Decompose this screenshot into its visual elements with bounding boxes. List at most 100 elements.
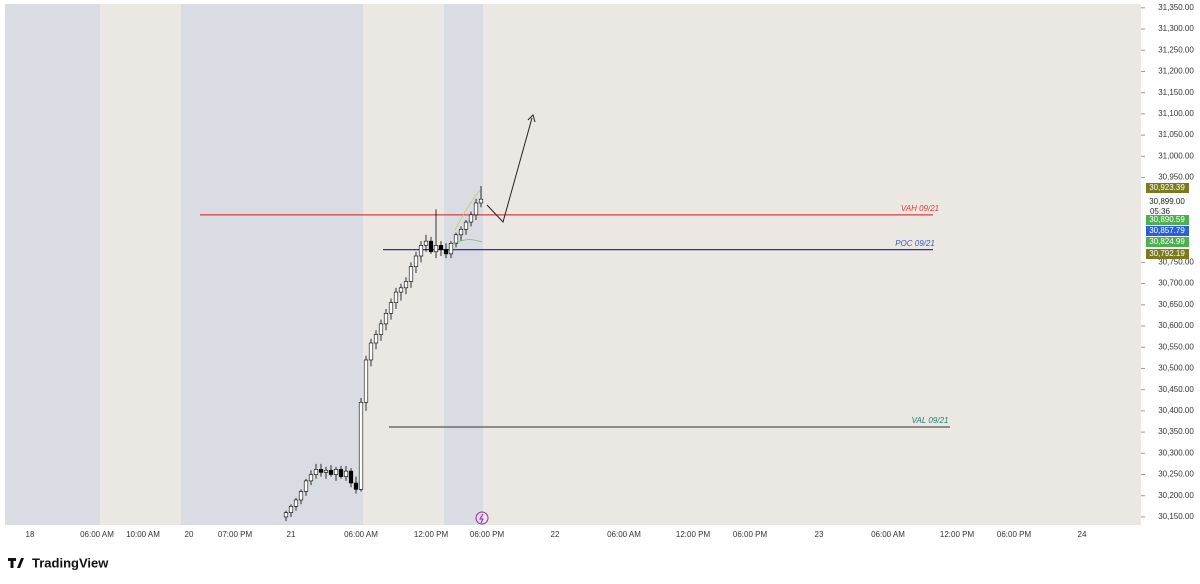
event-icon[interactable] xyxy=(475,511,489,525)
logo-mark xyxy=(8,558,24,568)
x-tick-label: 24 xyxy=(1078,530,1087,539)
candle-body xyxy=(368,342,374,361)
x-tick-label: 23 xyxy=(815,530,824,539)
candle-body xyxy=(468,214,474,223)
y-tick-label: 30,750.00 xyxy=(1158,257,1194,266)
x-tick-label: 06:00 AM xyxy=(80,530,114,539)
y-tick-label: 30,650.00 xyxy=(1158,300,1194,309)
price-tag xyxy=(1146,215,1189,225)
session-shade xyxy=(444,4,483,525)
indicator-line xyxy=(451,239,483,246)
y-tick-label: 31,250.00 xyxy=(1158,45,1194,54)
y-tick-label: 31,200.00 xyxy=(1158,67,1194,76)
candle-body xyxy=(328,469,334,475)
candle-body xyxy=(433,245,439,253)
arrow-head xyxy=(527,114,536,123)
candle-body xyxy=(453,234,459,244)
price-tag-label: 30,824.99 xyxy=(1149,237,1185,246)
price-tag-label: 30,923.39 xyxy=(1149,183,1185,192)
logo: TradingView xyxy=(8,555,109,570)
price-tag xyxy=(1146,249,1189,259)
plot-background xyxy=(5,4,1141,525)
price-tag xyxy=(1146,183,1189,193)
y-tick-label: 30,350.00 xyxy=(1158,427,1194,436)
level-label: POC 09/21 xyxy=(895,239,935,248)
session-shade xyxy=(181,4,363,525)
candle-body xyxy=(298,491,304,501)
y-tick-label: 30,500.00 xyxy=(1158,364,1194,373)
y-tick-label: 30,300.00 xyxy=(1158,448,1194,457)
y-tick-label: 30,700.00 xyxy=(1158,279,1194,288)
y-tick-label: 30,400.00 xyxy=(1158,406,1194,415)
candle-body xyxy=(428,240,434,253)
level-label: VAL 09/21 xyxy=(912,416,949,425)
x-tick-label: 07:00 PM xyxy=(218,530,253,539)
candle-body xyxy=(323,469,329,473)
price-tag-label: 30,890.59 xyxy=(1149,215,1185,224)
candle-body xyxy=(398,287,404,293)
levels: VAH 09/21 POC 09/21 VAL 09/21 xyxy=(200,204,950,428)
y-tick-label: 30,450.00 xyxy=(1158,385,1194,394)
candle-body xyxy=(388,302,394,314)
candle-body xyxy=(293,499,299,507)
candle-body xyxy=(443,249,449,255)
candle-body xyxy=(348,470,354,484)
price-tag-label: 30,857.79 xyxy=(1149,226,1185,235)
candle-body xyxy=(358,402,364,490)
price-tag-label: 30,899.00 xyxy=(1149,197,1185,206)
x-tick-label: 12:00 PM xyxy=(940,530,975,539)
price-tag xyxy=(1146,197,1189,217)
candle-body xyxy=(458,228,464,236)
x-tick-label: 06:00 AM xyxy=(871,530,905,539)
candle-body xyxy=(303,480,309,492)
candle-body xyxy=(283,512,289,518)
price-tag-countdown: 05:36 xyxy=(1150,207,1171,216)
candle-body xyxy=(423,240,429,246)
candle-body xyxy=(438,245,444,250)
candle-body xyxy=(378,323,384,335)
x-tick-label: 06:00 PM xyxy=(470,530,505,539)
y-tick-label: 31,150.00 xyxy=(1158,88,1194,97)
x-tick-label: 10:00 AM xyxy=(126,530,160,539)
x-tick-label: 22 xyxy=(551,530,560,539)
candle-body xyxy=(448,242,454,255)
price-axis xyxy=(1141,4,1196,525)
candle-body xyxy=(338,469,344,477)
x-tick-label: 12:00 PM xyxy=(414,530,449,539)
x-tick-label: 21 xyxy=(287,530,296,539)
y-tick-label: 30,950.00 xyxy=(1158,173,1194,182)
candle-body xyxy=(363,359,369,403)
indicator-line xyxy=(454,189,481,231)
x-tick-label: 06:00 PM xyxy=(997,530,1032,539)
y-tick-label: 31,350.00 xyxy=(1158,3,1194,12)
candle-body xyxy=(463,221,469,230)
level-label: VAH 09/21 xyxy=(901,204,939,213)
x-tick-label: 20 xyxy=(185,530,194,539)
x-tick-label: 12:00 PM xyxy=(676,530,711,539)
candle-body xyxy=(478,198,484,204)
price-tag-label: 30,792.19 xyxy=(1149,249,1185,258)
candle-body xyxy=(373,334,379,344)
candle-body xyxy=(393,291,399,303)
candle-body xyxy=(313,469,319,475)
session-shade xyxy=(5,4,100,525)
candle-body xyxy=(473,202,479,216)
candle-body xyxy=(343,470,349,477)
x-tick-label: 06:00 PM xyxy=(733,530,768,539)
candle-body xyxy=(403,281,409,289)
price-tag xyxy=(1146,237,1189,247)
candle-body xyxy=(408,266,414,282)
y-tick-label: 30,600.00 xyxy=(1158,321,1194,330)
y-tick-label: 30,550.00 xyxy=(1158,342,1194,351)
candle-body xyxy=(353,482,359,490)
candle-body xyxy=(308,474,314,482)
candle-body xyxy=(418,245,424,257)
y-tick-label: 31,300.00 xyxy=(1158,24,1194,33)
candle-body xyxy=(318,469,324,473)
candle-body xyxy=(333,469,339,475)
candle-body xyxy=(413,255,419,267)
x-tick-label: 06:00 AM xyxy=(344,530,378,539)
candle-body xyxy=(288,506,294,513)
